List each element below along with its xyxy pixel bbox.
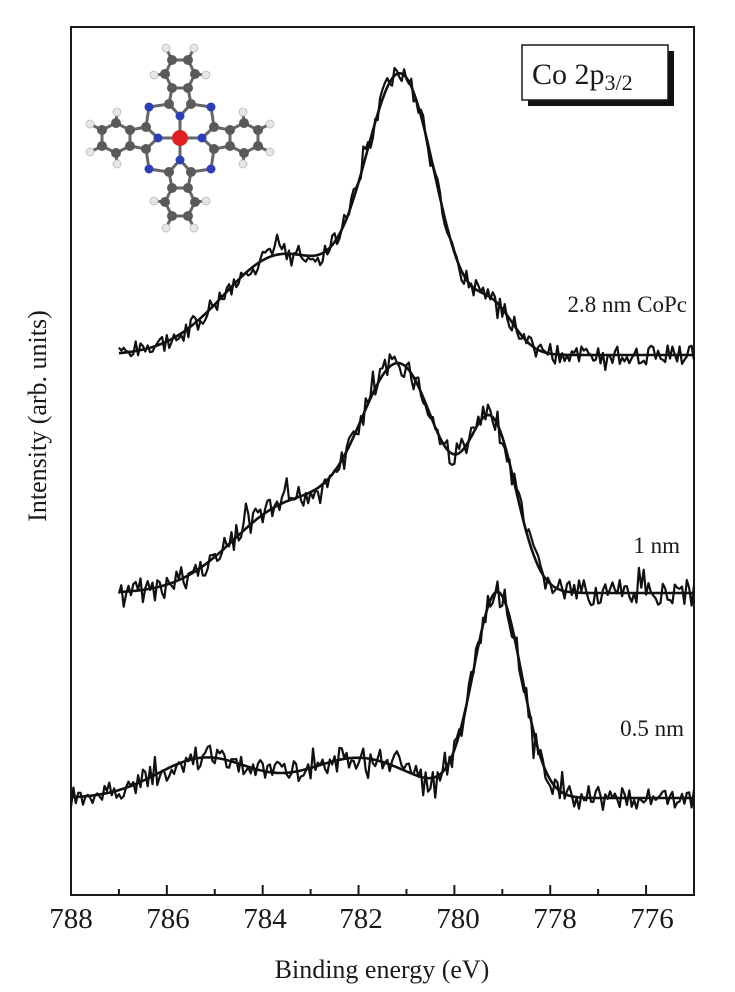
x-tick-label: 786 xyxy=(146,903,190,935)
nitrogen-atom xyxy=(144,102,154,112)
carbon-atom xyxy=(190,69,200,79)
legend-box: Co 2p3/2 xyxy=(521,44,674,106)
x-tick-label: 776 xyxy=(630,903,674,935)
carbon-atom xyxy=(183,83,193,93)
x-axis-tick-labels: 788 786 784 782 780 778 776 xyxy=(49,903,674,935)
nitrogen-atom xyxy=(153,133,163,143)
hydrogen-atom xyxy=(201,70,211,80)
x-tick-label: 788 xyxy=(49,903,93,935)
carbon-atom xyxy=(183,211,193,221)
carbon-atom xyxy=(164,99,174,109)
x-tick-label: 784 xyxy=(243,903,287,935)
spectrum-raw-2 xyxy=(69,580,696,811)
legend-main: Co 2p xyxy=(532,58,605,91)
carbon-atom xyxy=(186,167,196,177)
hydrogen-atom xyxy=(85,119,95,129)
hydrogen-atom xyxy=(189,223,199,233)
hydrogen-atom xyxy=(265,119,275,129)
cobalt-atom xyxy=(172,130,188,146)
carbon-atom xyxy=(239,148,249,158)
copc-molecule-inset xyxy=(85,43,275,233)
carbon-atom xyxy=(183,183,193,193)
nitrogen-atom xyxy=(144,164,154,174)
x-tick-label: 778 xyxy=(533,903,577,935)
legend-frame xyxy=(521,44,669,101)
nitrogen-atom xyxy=(206,164,216,174)
hydrogen-atom xyxy=(112,107,122,117)
spectrum-raw-1 xyxy=(117,353,696,608)
carbon-atom xyxy=(111,118,121,128)
carbon-atom xyxy=(225,141,235,151)
carbon-atom xyxy=(253,141,263,151)
hydrogen-atom xyxy=(265,147,275,157)
x-tick-label: 782 xyxy=(339,903,383,935)
carbon-atom xyxy=(186,99,196,109)
x-tick-label: 780 xyxy=(436,903,480,935)
carbon-atom xyxy=(125,125,135,135)
hydrogen-atom xyxy=(201,196,211,206)
carbon-atom xyxy=(209,144,219,154)
nitrogen-atom xyxy=(197,133,207,143)
series-label-2-8nm: 2.8 nm CoPc xyxy=(568,292,687,317)
series-label-1nm: 1 nm xyxy=(633,533,680,558)
hydrogen-atom xyxy=(161,43,171,53)
nitrogen-atom xyxy=(206,102,216,112)
carbon-atom xyxy=(225,125,235,135)
carbon-atom xyxy=(141,144,151,154)
carbon-atom xyxy=(164,167,174,177)
carbon-atom xyxy=(190,197,200,207)
carbon-atom xyxy=(183,55,193,65)
x-axis-ticks xyxy=(70,885,648,895)
hydrogen-atom xyxy=(238,107,248,117)
carbon-atom xyxy=(167,83,177,93)
hydrogen-atom xyxy=(149,196,159,206)
hydrogen-atom xyxy=(189,43,199,53)
spectrum-fit-0 xyxy=(118,71,694,357)
series-label-0-5nm: 0.5 nm xyxy=(620,716,684,741)
carbon-atom xyxy=(111,148,121,158)
carbon-atom xyxy=(167,55,177,65)
hydrogen-atom xyxy=(112,159,122,169)
carbon-atom xyxy=(209,122,219,132)
y-axis-title: Intensity (arb. units) xyxy=(23,310,52,522)
x-axis-title: Binding energy (eV) xyxy=(275,955,490,984)
legend-text: Co 2p3/2 xyxy=(532,58,633,95)
hydrogen-atom xyxy=(161,223,171,233)
hydrogen-atom xyxy=(85,147,95,157)
hydrogen-atom xyxy=(149,70,159,80)
carbon-atom xyxy=(167,211,177,221)
carbon-atom xyxy=(125,141,135,151)
carbon-atom xyxy=(160,69,170,79)
carbon-atom xyxy=(253,125,263,135)
carbon-atom xyxy=(160,197,170,207)
nitrogen-atom xyxy=(175,111,185,121)
carbon-atom xyxy=(167,183,177,193)
spectrum-fit-2 xyxy=(70,590,694,800)
carbon-atom xyxy=(239,118,249,128)
carbon-atom xyxy=(97,141,107,151)
legend-sub: 3/2 xyxy=(605,70,633,95)
carbon-atom xyxy=(141,122,151,132)
carbon-atom xyxy=(97,125,107,135)
spectrum-fit-1 xyxy=(118,361,694,595)
spectrum-raw-0 xyxy=(118,66,696,372)
nitrogen-atom xyxy=(175,155,185,165)
hydrogen-atom xyxy=(238,159,248,169)
plot-frame xyxy=(70,26,695,896)
spectra xyxy=(69,66,696,811)
